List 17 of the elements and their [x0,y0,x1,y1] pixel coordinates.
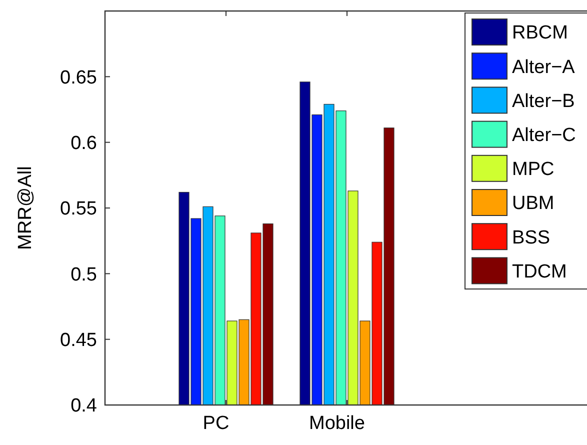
legend-label: UBM [512,193,554,214]
x-tick-label: Mobile [309,413,365,434]
legend-label: MPC [512,159,554,180]
y-tick-label: 0.6 [70,132,97,154]
y-tick-label: 0.55 [60,198,97,220]
legend-label: BSS [512,227,550,248]
x-tick-label: PC [202,413,230,434]
y-axis-title: MRR@All [15,166,36,250]
y-tick-label: 0.65 [60,67,97,88]
legend-label: RBCM [512,22,568,44]
y-tick-label: 0.4 [70,396,98,417]
legend-label: Alter−C [512,124,576,146]
legend-label: Alter−A [512,56,576,78]
y-tick-label: 0.5 [70,264,97,286]
legend-label: TDCM [512,261,567,282]
legend-label: Alter−B [512,90,575,112]
y-tick-label: 0.45 [60,330,97,351]
